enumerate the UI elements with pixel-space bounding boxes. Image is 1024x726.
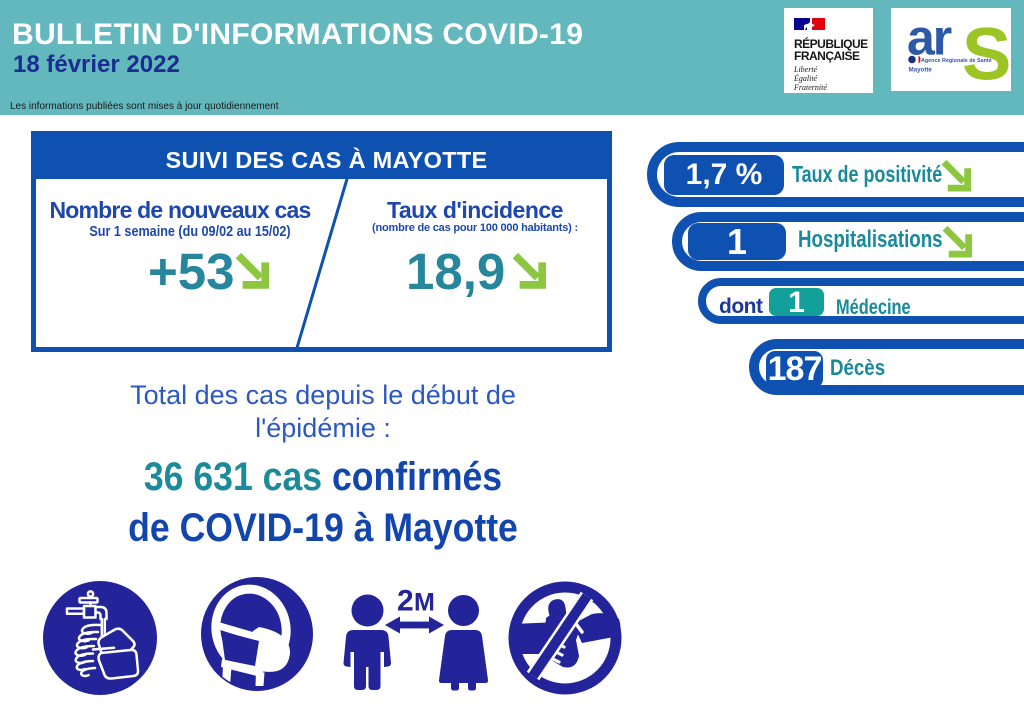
svg-text:M: M — [414, 589, 435, 617]
svg-text:2: 2 — [397, 585, 413, 618]
svg-text:Liberté: Liberté — [793, 65, 818, 74]
svg-text:Égalité: Égalité — [793, 73, 818, 83]
svg-text:RÉPUBLIQUE: RÉPUBLIQUE — [794, 36, 868, 51]
svg-text:Agence Régionale de Santé: Agence Régionale de Santé — [921, 58, 992, 64]
svg-text:S: S — [962, 13, 1011, 92]
svg-text:FRANÇAISE: FRANÇAISE — [794, 49, 860, 63]
svg-text:Fraternité: Fraternité — [793, 83, 827, 92]
svg-text:Mayotte: Mayotte — [909, 67, 933, 74]
svg-text:ar: ar — [907, 10, 952, 66]
